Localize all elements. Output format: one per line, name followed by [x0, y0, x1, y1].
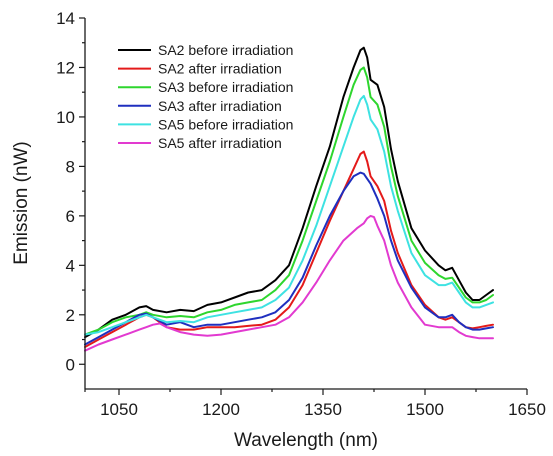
legend-label-4: SA3 after irradiation [158, 98, 282, 114]
x-tick-label: 1050 [100, 400, 138, 419]
series-line-5 [84, 94, 494, 336]
series-line-3 [84, 66, 494, 336]
legend-label-5: SA5 before irradiation [158, 116, 293, 132]
x-tick-label: 1500 [406, 400, 444, 419]
y-tick-label: 0 [66, 355, 75, 374]
y-tick-label: 8 [66, 157, 75, 176]
y-axis-title: Emission (nW) [11, 141, 32, 265]
plot-lines [84, 46, 494, 352]
legend-label-2: SA2 after irradiation [158, 61, 282, 77]
x-tick-label: 1200 [202, 400, 240, 419]
y-tick-label: 14 [56, 9, 75, 28]
x-tick-label: 1650 [508, 400, 546, 419]
series-line-6 [84, 214, 494, 352]
legend: SA2 before irradiation SA2 after irradiat… [118, 42, 293, 151]
legend-label-3: SA3 before irradiation [158, 79, 293, 95]
y-tick-label: 12 [56, 58, 75, 77]
series-line-4 [84, 171, 494, 346]
x-tick-label: 1350 [304, 400, 342, 419]
y-tick-label: 2 [66, 306, 75, 325]
legend-label-1: SA2 before irradiation [158, 42, 293, 58]
axis-ticks: 0 2 4 6 8 10 12 14 1050 1200 1350 1500 1650 [56, 9, 546, 419]
x-axis-title: Wavelength (nm) [234, 430, 378, 451]
y-tick-label: 10 [56, 108, 75, 127]
y-tick-label: 4 [66, 256, 75, 275]
series-line-1 [84, 46, 494, 339]
legend-label-6: SA5 after irradiation [158, 135, 282, 151]
y-tick-label: 6 [66, 207, 75, 226]
